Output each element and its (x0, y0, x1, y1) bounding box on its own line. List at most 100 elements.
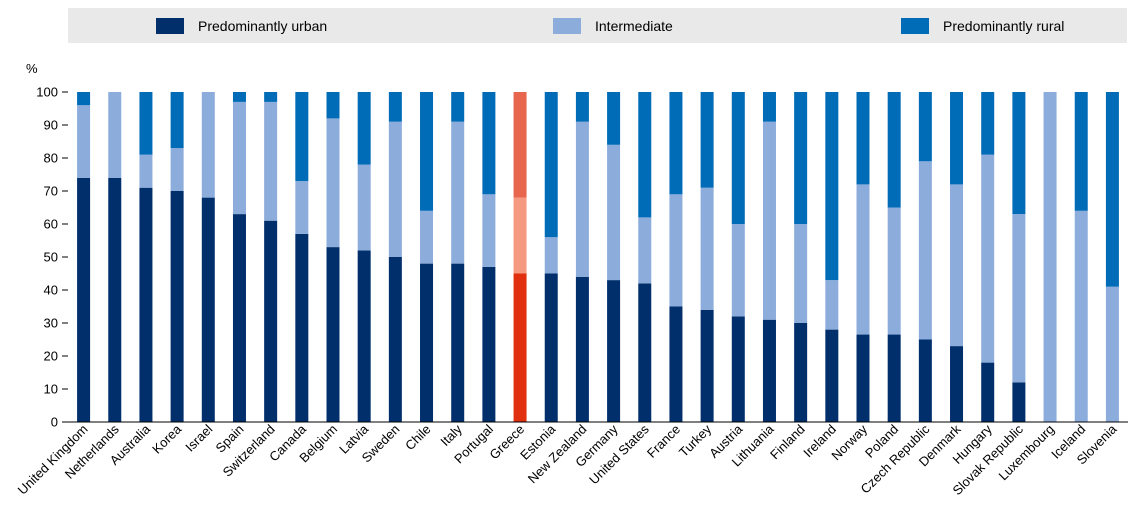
bar-segment-urban (420, 263, 434, 422)
legend-label-intermediate: Intermediate (595, 18, 673, 34)
bar-segment-intermediate (918, 161, 932, 340)
bar-segment-urban (981, 362, 995, 422)
bar-segment-intermediate (731, 224, 745, 317)
bar-segment-intermediate (794, 224, 808, 323)
bar-segment-rural (420, 92, 434, 211)
legend-item-urban: Predominantly urban (156, 18, 327, 34)
bar-segment-rural (513, 92, 527, 198)
bar-segment-rural (482, 92, 496, 195)
bar-segment-urban (451, 263, 465, 422)
x-tick-label: Chile (402, 422, 434, 454)
bar-segment-rural (762, 92, 776, 122)
x-tick-label: Norway (828, 421, 870, 463)
bar-segment-intermediate (762, 121, 776, 320)
bar-segment-urban (170, 191, 184, 422)
bar-segment-rural (1105, 92, 1119, 287)
x-tick-label: France (644, 422, 683, 461)
y-tick-label: 20 (44, 349, 58, 364)
bar-segment-urban (513, 273, 527, 422)
bar-segment-urban (794, 323, 808, 422)
bar-segment-intermediate (326, 118, 340, 248)
bar-segment-intermediate (981, 154, 995, 363)
bar-segment-rural (139, 92, 153, 155)
bar-segment-rural (887, 92, 901, 208)
y-axis-label: % (26, 61, 38, 76)
bar-segment-urban (669, 306, 683, 422)
y-tick-label: 0 (51, 415, 58, 430)
bar-segment-rural (825, 92, 839, 281)
bar-segment-urban (326, 247, 340, 422)
bar-segment-rural (918, 92, 932, 162)
x-tick-label: Finland (767, 422, 808, 463)
y-tick-label: 30 (44, 316, 58, 331)
y-tick-label: 80 (44, 151, 58, 166)
bar-segment-rural (1012, 92, 1026, 215)
bar-segment-intermediate (700, 187, 714, 310)
bar-segment-intermediate (825, 280, 839, 330)
bar-segment-urban (388, 257, 402, 422)
bar-segment-urban (139, 187, 153, 422)
bar-segment-urban (201, 197, 215, 422)
bar-segment-urban (700, 309, 714, 422)
bar-segment-rural (170, 92, 184, 149)
bar-segment-urban (1012, 382, 1026, 422)
bar-segment-urban (264, 220, 278, 422)
x-axis-labels: United KingdomNetherlandsAustraliaKoreaI… (15, 421, 1120, 498)
bar-segment-intermediate (1105, 286, 1119, 422)
y-tick-label: 60 (44, 217, 58, 232)
bar-segment-urban (731, 316, 745, 422)
legend-swatch-intermediate (553, 18, 581, 34)
bar-segment-rural (264, 92, 278, 102)
bar-segment-rural (981, 92, 995, 155)
legend-label-urban: Predominantly urban (198, 18, 328, 34)
bar-segment-urban (762, 319, 776, 422)
bar-segment-urban (856, 334, 870, 422)
bar-segment-urban (950, 346, 964, 422)
bar-segment-intermediate (638, 217, 652, 284)
bar-segment-intermediate (482, 194, 496, 267)
bar-segment-rural (77, 92, 91, 106)
bar-segment-intermediate (856, 184, 870, 335)
bar-segment-rural (1074, 92, 1088, 211)
bar-segment-rural (794, 92, 808, 224)
bar-segment-intermediate (669, 194, 683, 307)
bar-segment-intermediate (264, 101, 278, 221)
bar-segment-urban (232, 214, 246, 422)
bars (77, 92, 1119, 422)
bar-segment-intermediate (544, 237, 558, 274)
y-tick-label: 10 (44, 382, 58, 397)
bar-segment-rural (700, 92, 714, 188)
x-tick-label: Korea (149, 421, 185, 457)
legend-label-rural: Predominantly rural (943, 18, 1065, 34)
bar-segment-intermediate (1043, 92, 1057, 422)
bar-segment-rural (638, 92, 652, 218)
bar-segment-rural (544, 92, 558, 238)
bar-segment-intermediate (201, 92, 215, 198)
bar-segment-intermediate (170, 148, 184, 191)
bar-segment-intermediate (139, 154, 153, 188)
bar-segment-rural (326, 92, 340, 119)
y-axis: 0 10 20 30 40 50 60 70 80 90 100 (36, 85, 68, 430)
bar-segment-urban (825, 329, 839, 422)
bar-segment-rural (856, 92, 870, 185)
bar-segment-rural (295, 92, 309, 182)
legend-swatch-urban (156, 18, 184, 34)
bar-segment-urban (887, 334, 901, 422)
bar-segment-rural (451, 92, 465, 122)
y-tick-label: 100 (36, 85, 58, 100)
bar-segment-urban (357, 250, 371, 422)
y-tick-label: 90 (44, 118, 58, 133)
bar-segment-intermediate (232, 101, 246, 215)
bar-segment-intermediate (295, 181, 309, 234)
bar-segment-intermediate (451, 121, 465, 264)
y-tick-label: 40 (44, 283, 58, 298)
bar-segment-rural (357, 92, 371, 165)
bar-segment-intermediate (420, 210, 434, 264)
bar-segment-intermediate (388, 121, 402, 257)
bar-segment-rural (388, 92, 402, 122)
legend-item-rural: Predominantly rural (901, 18, 1064, 34)
bar-segment-intermediate (1074, 210, 1088, 422)
legend-item-intermediate: Intermediate (553, 18, 673, 34)
bar-segment-urban (295, 233, 309, 422)
